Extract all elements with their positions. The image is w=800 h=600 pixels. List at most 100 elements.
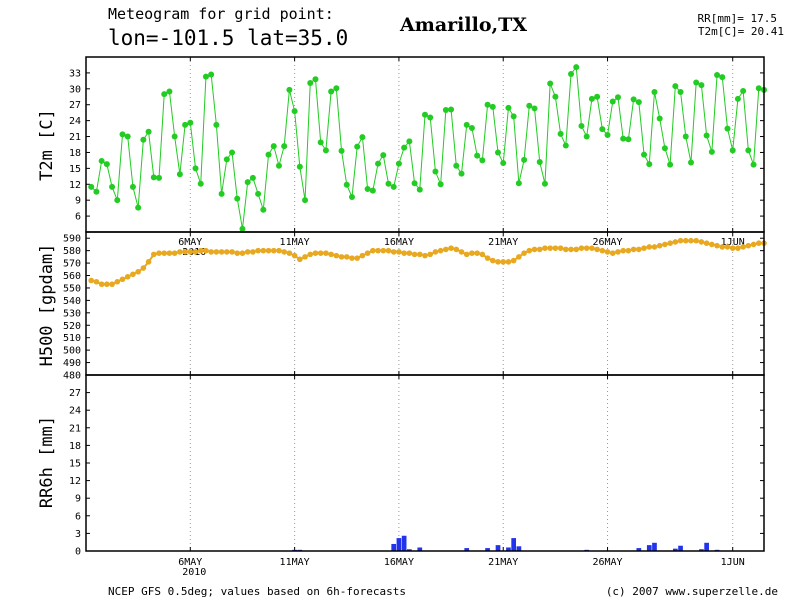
h500-data-point bbox=[229, 249, 235, 255]
h500-data-point bbox=[312, 250, 319, 256]
h500-data-point bbox=[636, 246, 642, 253]
t2m-data-point bbox=[510, 113, 517, 120]
rr-bar bbox=[401, 535, 407, 551]
h500-data-point bbox=[536, 246, 543, 253]
t2m-data-point bbox=[755, 85, 762, 92]
t2m-data-point bbox=[620, 135, 627, 142]
rr-bar bbox=[678, 545, 683, 551]
h500-data-point bbox=[656, 242, 663, 249]
t2m-data-point bbox=[495, 149, 502, 156]
t2m-data-point bbox=[484, 101, 491, 108]
t2m-data-point bbox=[244, 179, 251, 186]
t2m-data-point bbox=[380, 152, 387, 159]
rr-frame bbox=[85, 374, 765, 552]
h500-data-point bbox=[370, 247, 376, 254]
t2m-data-point bbox=[719, 74, 726, 81]
t2m-data-point bbox=[328, 88, 335, 95]
h500-data-point bbox=[594, 246, 600, 253]
h500-data-point bbox=[474, 250, 480, 256]
h500-data-point bbox=[145, 259, 152, 265]
rr-bar bbox=[699, 549, 704, 551]
t2m-data-point bbox=[453, 162, 460, 169]
t2m-data-point bbox=[578, 122, 585, 129]
t2m-data-point bbox=[171, 133, 178, 140]
h500-data-point bbox=[521, 250, 527, 256]
rr-bar bbox=[636, 548, 642, 551]
h500-data-point bbox=[526, 247, 533, 254]
t2m-data-point bbox=[583, 133, 590, 140]
t2m-data-point bbox=[88, 183, 95, 190]
h500-data-point bbox=[672, 239, 679, 245]
h500-data-point bbox=[495, 259, 501, 265]
h500-data-point bbox=[432, 249, 439, 255]
h500-data-point bbox=[265, 247, 272, 254]
h500-data-point bbox=[109, 281, 115, 288]
y-tick-label: 9 bbox=[75, 196, 81, 207]
h500-data-point bbox=[714, 242, 720, 249]
h500-data-point bbox=[583, 245, 590, 251]
t2m-data-point bbox=[364, 186, 371, 193]
y-tick-label: 27 bbox=[69, 100, 81, 111]
x-tick-label: 11MAY bbox=[280, 237, 310, 248]
t2m-data-point bbox=[140, 136, 147, 143]
t2m-data-point bbox=[369, 187, 376, 194]
h500-data-point bbox=[338, 254, 345, 260]
h500-data-point bbox=[688, 237, 694, 244]
h500-data-point bbox=[104, 281, 110, 288]
y-tick-label: 21 bbox=[69, 132, 81, 143]
h500-data-point bbox=[197, 247, 204, 254]
t2m-data-point bbox=[526, 102, 533, 109]
h500-data-point bbox=[302, 254, 308, 260]
y-tick-label: 540 bbox=[63, 296, 81, 307]
t2m-summary: T2m[C]= 20.41 bbox=[698, 25, 784, 38]
rr-bar bbox=[396, 538, 402, 551]
t2m-data-point bbox=[202, 73, 209, 80]
y-tick-label: 590 bbox=[63, 234, 81, 245]
h500-data-point bbox=[244, 249, 251, 255]
h500-data-point bbox=[703, 240, 710, 246]
t2m-data-point bbox=[625, 136, 632, 143]
t2m-data-point bbox=[223, 156, 230, 163]
t2m-data-point bbox=[557, 130, 564, 137]
h500-data-point bbox=[719, 244, 726, 250]
h500-data-point bbox=[140, 265, 147, 271]
t2m-data-point bbox=[218, 190, 225, 197]
h500-data-point bbox=[641, 245, 647, 251]
h500-data-point bbox=[448, 245, 454, 251]
h500-data-point bbox=[328, 251, 334, 258]
t2m-data-point bbox=[124, 133, 131, 140]
t2m-data-point bbox=[302, 197, 309, 204]
x-tick-label: 21MAY bbox=[488, 237, 518, 248]
h500-data-point bbox=[630, 246, 637, 253]
t2m-data-point bbox=[333, 85, 340, 92]
h500-data-point bbox=[693, 237, 699, 244]
h500-data-point bbox=[171, 250, 178, 256]
x-tick-label: 16MAY bbox=[384, 557, 414, 568]
t2m-data-point bbox=[296, 163, 303, 170]
t2m-data-point bbox=[156, 174, 163, 181]
t2m-data-point bbox=[672, 83, 679, 90]
t2m-data-point bbox=[641, 151, 648, 158]
h500-data-point bbox=[516, 254, 522, 260]
h500-data-point bbox=[750, 241, 757, 248]
h500-data-point bbox=[542, 245, 548, 251]
rr-bar bbox=[652, 542, 657, 551]
h500-data-point bbox=[349, 255, 355, 261]
rr-bar bbox=[495, 545, 501, 551]
t2m-data-point bbox=[667, 161, 674, 168]
t2m-data-point bbox=[609, 98, 616, 105]
t2m-data-point bbox=[703, 132, 710, 139]
h500-data-point bbox=[416, 251, 423, 258]
y-tick-label: 15 bbox=[69, 164, 81, 175]
t2m-data-point bbox=[708, 148, 715, 155]
y-tick-label: 18 bbox=[69, 441, 81, 452]
t2m-data-point bbox=[474, 152, 481, 159]
h500-data-point bbox=[625, 247, 632, 254]
h500-data-point bbox=[667, 240, 673, 246]
t2m-data-point bbox=[390, 183, 397, 190]
h500-data-point bbox=[270, 247, 277, 254]
h500-data-point bbox=[735, 245, 741, 251]
t2m-data-point bbox=[286, 86, 293, 93]
t2m-data-point bbox=[646, 161, 653, 168]
rr-bar bbox=[417, 547, 423, 551]
